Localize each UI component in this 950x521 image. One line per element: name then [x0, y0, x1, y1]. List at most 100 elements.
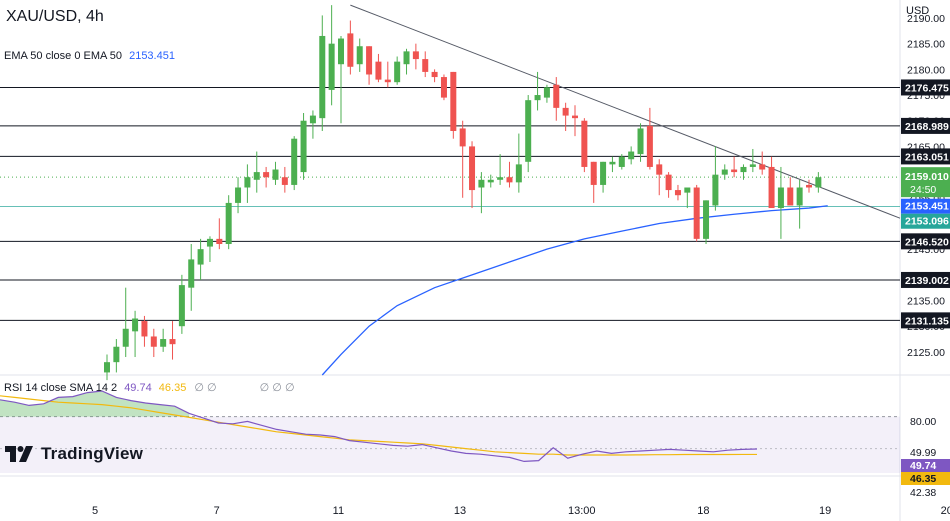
rsi-legend[interactable]: RSI 14 close SMA 14 2 49.74 46.35 ∅ ∅ ∅ …: [4, 381, 295, 394]
y-tick-label: 2190.00: [907, 13, 945, 25]
candle-body[interactable]: [806, 184, 812, 188]
candle-body[interactable]: [338, 38, 344, 65]
x-tick-label: 18: [697, 505, 709, 517]
candle-body[interactable]: [216, 238, 223, 245]
candle-body[interactable]: [309, 115, 316, 124]
candle-body[interactable]: [206, 238, 213, 247]
candle-body[interactable]: [693, 187, 700, 239]
ema-legend[interactable]: EMA 50 close 0 EMA 50 2153.451: [4, 50, 175, 62]
rsi-legend-extra2: ∅ ∅ ∅: [259, 382, 295, 394]
candle-body[interactable]: [572, 115, 578, 119]
candle-body[interactable]: [731, 169, 738, 173]
candle-body[interactable]: [122, 328, 129, 347]
candle-body[interactable]: [581, 120, 588, 167]
candle-body[interactable]: [104, 362, 110, 373]
candle-body[interactable]: [721, 169, 728, 175]
level-price-label: 2163.051: [905, 151, 949, 163]
candle-body[interactable]: [815, 177, 822, 188]
candle-body[interactable]: [712, 174, 719, 206]
candle-body[interactable]: [787, 187, 794, 206]
rsi-sma-label-bg: [901, 472, 950, 485]
candle-body[interactable]: [506, 177, 513, 183]
candle-body[interactable]: [777, 187, 784, 209]
candle-body[interactable]: [169, 339, 176, 345]
candle-body[interactable]: [235, 187, 242, 203]
candle-body[interactable]: [291, 138, 298, 185]
candle-body[interactable]: [263, 172, 270, 178]
candle-body[interactable]: [225, 202, 232, 245]
candle-body[interactable]: [366, 46, 373, 75]
candle-body[interactable]: [356, 46, 363, 65]
candle-body[interactable]: [534, 95, 541, 101]
rsi-sma-line[interactable]: [0, 395, 757, 456]
candle-body[interactable]: [637, 128, 644, 155]
candle-body[interactable]: [347, 33, 354, 67]
candle-body[interactable]: [618, 156, 625, 167]
candle-body[interactable]: [281, 177, 288, 185]
candle-body[interactable]: [141, 321, 148, 337]
x-tick-label: 13: [454, 505, 466, 517]
candle-body[interactable]: [609, 161, 616, 165]
candle-body[interactable]: [796, 187, 803, 206]
candle-body[interactable]: [749, 164, 756, 167]
candle-body[interactable]: [665, 174, 672, 191]
candle-body[interactable]: [375, 61, 382, 80]
currency-label[interactable]: USD: [906, 5, 930, 17]
candle-body[interactable]: [590, 161, 597, 185]
ema-50-line[interactable]: [321, 205, 828, 376]
candle-body[interactable]: [300, 120, 307, 173]
candle-body[interactable]: [422, 59, 429, 72]
candle-body[interactable]: [150, 336, 157, 347]
candle-body[interactable]: [768, 166, 775, 209]
candle-body[interactable]: [253, 172, 260, 180]
y-tick-label: 2185.00: [907, 39, 945, 51]
candle-body[interactable]: [497, 177, 504, 180]
candle-body[interactable]: [394, 61, 401, 83]
candle-body[interactable]: [328, 43, 335, 90]
y-tick-label: 2125.00: [907, 347, 945, 359]
candle-body[interactable]: [272, 169, 279, 180]
candle-body[interactable]: [440, 77, 447, 98]
candle-body[interactable]: [188, 259, 195, 288]
candle-body[interactable]: [487, 179, 494, 183]
candle-body[interactable]: [132, 318, 139, 332]
candle-body[interactable]: [459, 128, 466, 147]
candle-body[interactable]: [450, 71, 457, 131]
candle-body[interactable]: [543, 87, 550, 98]
rsi-line[interactable]: [0, 390, 758, 463]
rsi-legend-sma-value: 46.35: [158, 382, 187, 394]
candle-body[interactable]: [412, 51, 419, 60]
rsi-sma-label: 46.35: [910, 473, 936, 485]
candle-body[interactable]: [160, 339, 167, 347]
candle-body[interactable]: [244, 177, 251, 188]
candle-body[interactable]: [553, 84, 560, 108]
candle-body[interactable]: [478, 179, 485, 188]
candle-body[interactable]: [740, 166, 747, 173]
candle-body[interactable]: [703, 200, 710, 239]
tradingview-logo: TradingView: [5, 444, 143, 464]
candle-body[interactable]: [759, 164, 766, 170]
level-price-label-bg: [901, 79, 950, 96]
level-price-label: 2131.135: [905, 315, 949, 327]
candle-body[interactable]: [178, 285, 185, 327]
candle-body[interactable]: [646, 125, 653, 167]
candle-body[interactable]: [431, 71, 438, 78]
candle-body[interactable]: [384, 79, 391, 83]
candle-body[interactable]: [515, 164, 522, 183]
candle-body[interactable]: [656, 164, 663, 175]
candle-body[interactable]: [628, 151, 635, 160]
candle-body[interactable]: [403, 51, 410, 65]
descending-trendline[interactable]: [350, 4, 901, 219]
candle-body[interactable]: [319, 35, 326, 119]
candle-body[interactable]: [113, 346, 120, 363]
candle-body[interactable]: [684, 187, 691, 193]
candle-body[interactable]: [197, 249, 204, 265]
candle-body[interactable]: [469, 146, 476, 191]
candle-body[interactable]: [525, 100, 532, 162]
candle-body[interactable]: [600, 161, 607, 185]
x-tick-label: 13:00: [568, 505, 596, 517]
symbol-title[interactable]: XAU/USD, 4h: [6, 8, 104, 25]
candle-body[interactable]: [674, 190, 681, 196]
candle-body[interactable]: [562, 107, 569, 116]
